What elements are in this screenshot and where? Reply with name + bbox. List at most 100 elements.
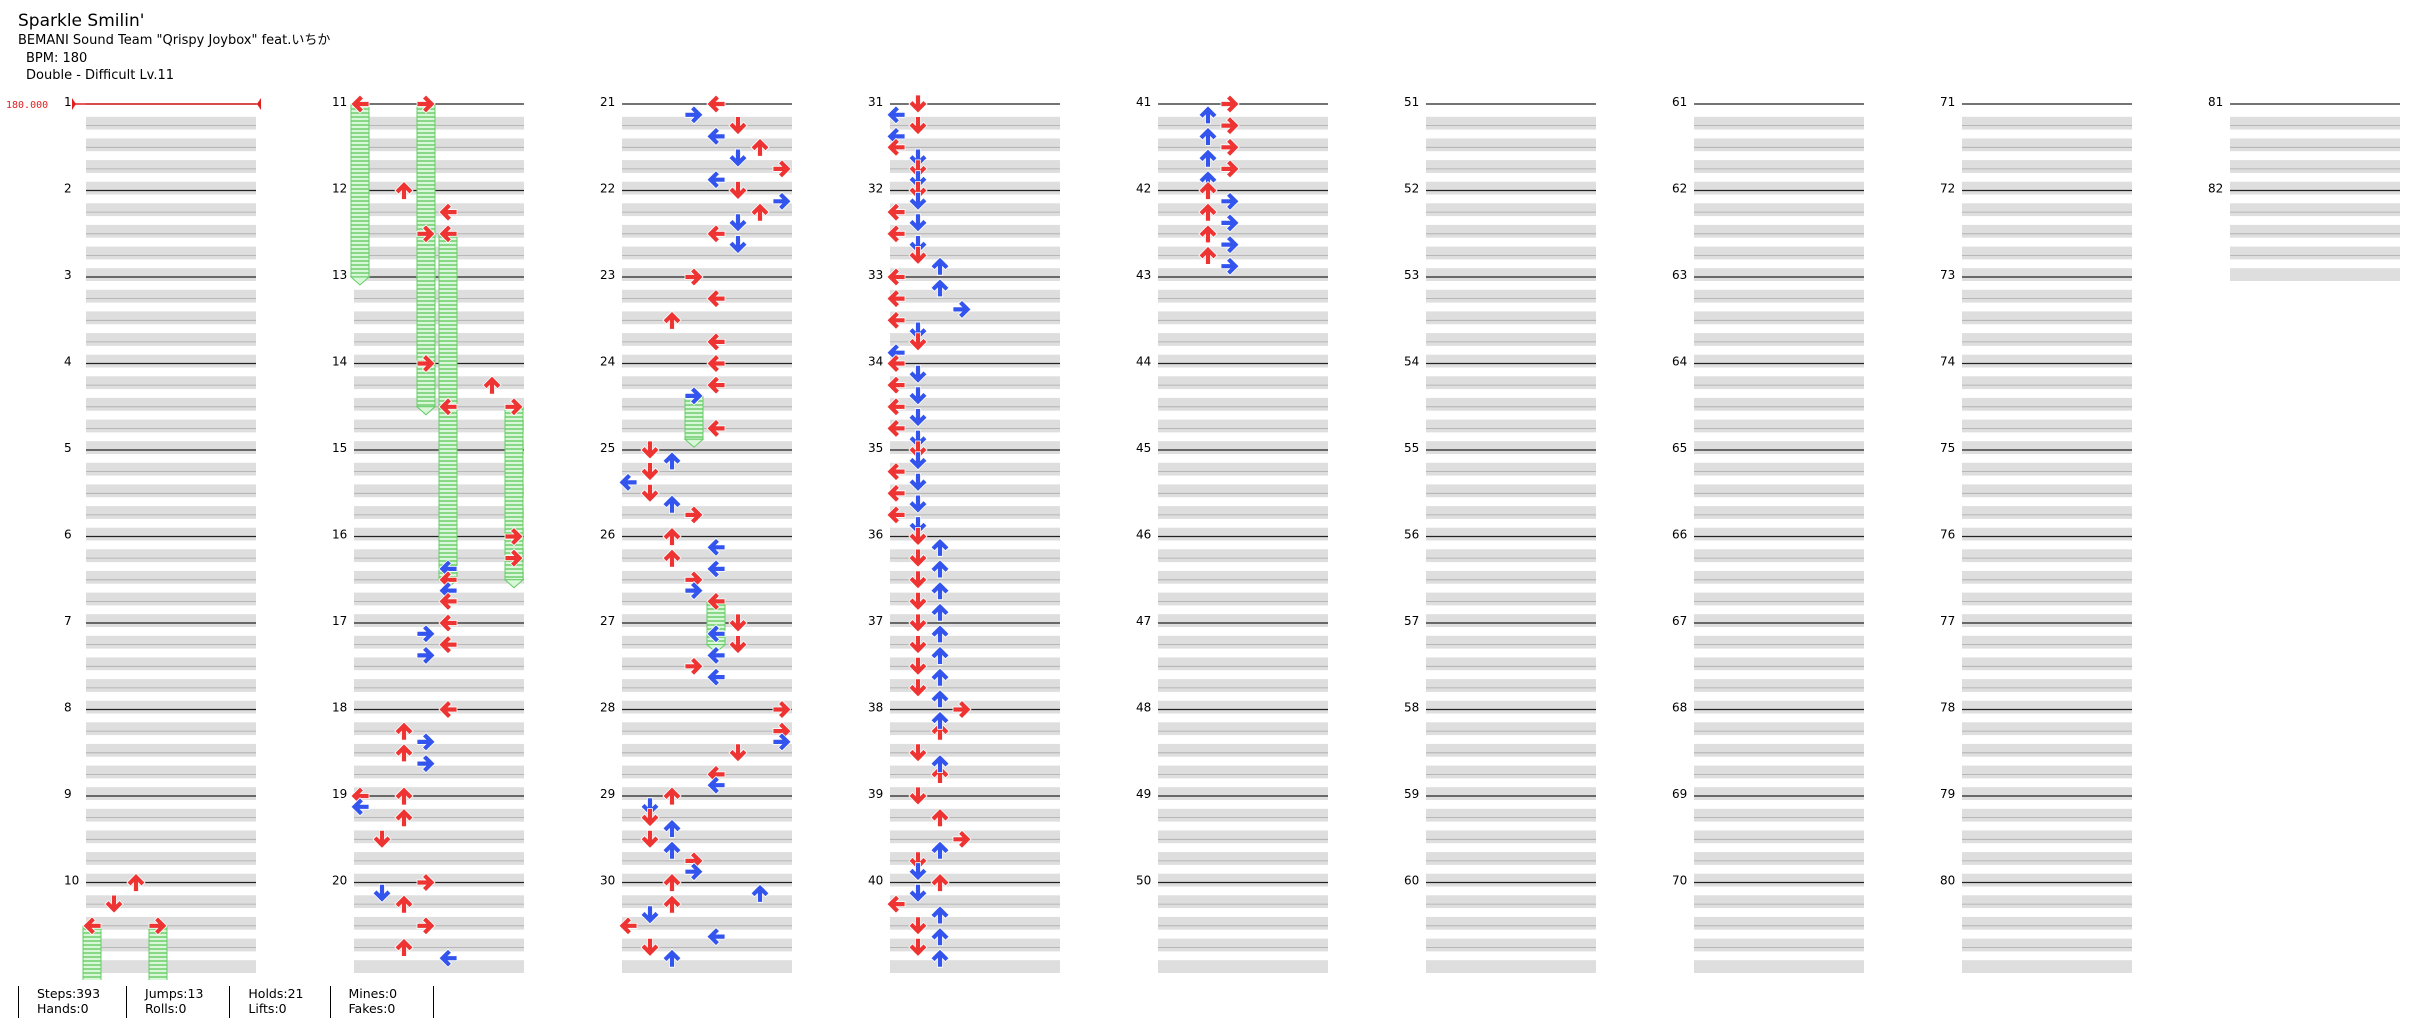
- measure-number: 50: [1136, 874, 1151, 888]
- hold-tail: [349, 276, 371, 286]
- measure-62: 62: [1672, 182, 1864, 281]
- beat-band: [86, 484, 256, 498]
- beat-band: [1694, 808, 1864, 822]
- measure-number: 42: [1136, 182, 1151, 196]
- beat-band: [622, 808, 792, 822]
- measure-41: 41: [1136, 95, 1328, 195]
- beat-band: [1694, 397, 1864, 411]
- up-arrow-icon: [930, 559, 950, 579]
- beat-band: [86, 138, 256, 152]
- left-arrow-icon: [706, 170, 726, 190]
- down-arrow-icon: [908, 851, 928, 871]
- beat-band: [622, 160, 792, 173]
- beat-band: [890, 787, 1060, 800]
- measure-number: 33: [868, 268, 883, 282]
- stat-lifts: Lifts:0: [248, 1001, 287, 1016]
- left-arrow-icon: [82, 916, 102, 936]
- up-arrow-icon: [1198, 202, 1218, 222]
- measure-77: 77: [1940, 614, 2132, 714]
- beat-band: [1426, 441, 1596, 454]
- beat-band: [1158, 722, 1328, 736]
- right-arrow-icon: [1220, 137, 1240, 157]
- beat-band: [890, 657, 1060, 671]
- measure-66: 66: [1672, 528, 1864, 627]
- measure-48: 48: [1136, 701, 1328, 800]
- measure-67: 67: [1672, 614, 1864, 714]
- right-arrow-icon: [684, 267, 704, 287]
- down-arrow-icon: [640, 829, 660, 849]
- beat-band: [1158, 960, 1328, 973]
- measure-number: 69: [1672, 787, 1687, 801]
- stat-hands: Hands:0: [37, 1001, 89, 1016]
- beat-band: [1426, 419, 1596, 433]
- beat-band: [1962, 830, 2132, 844]
- measure-53: 53: [1404, 268, 1596, 368]
- measure-number: 13: [332, 268, 347, 282]
- left-arrow-icon: [886, 375, 906, 395]
- beat-band: [1426, 873, 1596, 887]
- beat-band: [354, 592, 524, 606]
- beat-band: [1694, 181, 1864, 195]
- stat-holds: Holds:21: [248, 986, 304, 1001]
- beat-band: [1694, 722, 1864, 736]
- measure-number: 73: [1940, 268, 1955, 282]
- beat-band: [1962, 722, 2132, 736]
- beat-band: [1694, 657, 1864, 671]
- beat-band: [1694, 311, 1864, 325]
- measure-number: 60: [1404, 874, 1419, 888]
- beat-band: [1158, 246, 1328, 260]
- measure-number: 14: [332, 355, 347, 369]
- beat-band: [354, 765, 524, 779]
- measure-number: 66: [1672, 528, 1687, 542]
- down-arrow-icon: [908, 570, 928, 590]
- beat-band: [354, 635, 524, 649]
- hold-body: [350, 103, 370, 278]
- measure-number: 12: [332, 182, 347, 196]
- beat-band: [1158, 808, 1328, 822]
- up-arrow-icon: [662, 786, 682, 806]
- up-arrow-icon: [930, 624, 950, 644]
- beat-band: [1158, 506, 1328, 519]
- measure-number: 72: [1940, 182, 1955, 196]
- beat-band: [622, 116, 792, 130]
- measure-number: 26: [600, 528, 615, 542]
- beat-band: [1694, 873, 1864, 887]
- beat-band: [1158, 765, 1328, 779]
- measure-11: 11: [332, 95, 524, 195]
- measure-number: 77: [1940, 614, 1955, 628]
- left-arrow-icon: [706, 537, 726, 557]
- beat-band: [1426, 484, 1596, 498]
- beat-band: [1426, 635, 1596, 649]
- beat-band: [1426, 116, 1596, 130]
- measure-number: 64: [1672, 355, 1687, 369]
- right-arrow-icon: [684, 505, 704, 525]
- left-arrow-icon: [886, 353, 906, 374]
- measure-number: 75: [1940, 441, 1955, 455]
- beat-band: [1962, 570, 2132, 584]
- beat-band: [2230, 181, 2400, 195]
- measure-number: 41: [1136, 95, 1151, 109]
- measure-15: 15: [332, 441, 524, 541]
- measure-number: 49: [1136, 787, 1151, 801]
- up-arrow-icon: [930, 278, 950, 298]
- beat-band: [1962, 873, 2132, 887]
- beat-band: [890, 916, 1060, 930]
- left-arrow-icon: [438, 948, 458, 968]
- measure-1: 1: [64, 95, 256, 195]
- stats-col-mines: Mines:0 Fakes:0: [329, 986, 434, 1018]
- up-arrow-icon: [1198, 126, 1218, 146]
- up-arrow-icon: [930, 808, 950, 827]
- beat-band: [890, 527, 1060, 541]
- measure-58: 58: [1404, 701, 1596, 800]
- measure-54: 54: [1404, 355, 1596, 454]
- beat-band: [1962, 268, 2132, 281]
- beat-band: [1426, 808, 1596, 822]
- beat-band: [1426, 138, 1596, 152]
- beat-band: [1962, 700, 2132, 714]
- left-arrow-icon: [886, 894, 906, 914]
- down-arrow-icon: [908, 191, 928, 211]
- beat-band: [1426, 657, 1596, 671]
- up-arrow-icon: [930, 872, 950, 892]
- beat-band: [1694, 743, 1864, 757]
- measure-number: 5: [64, 441, 72, 455]
